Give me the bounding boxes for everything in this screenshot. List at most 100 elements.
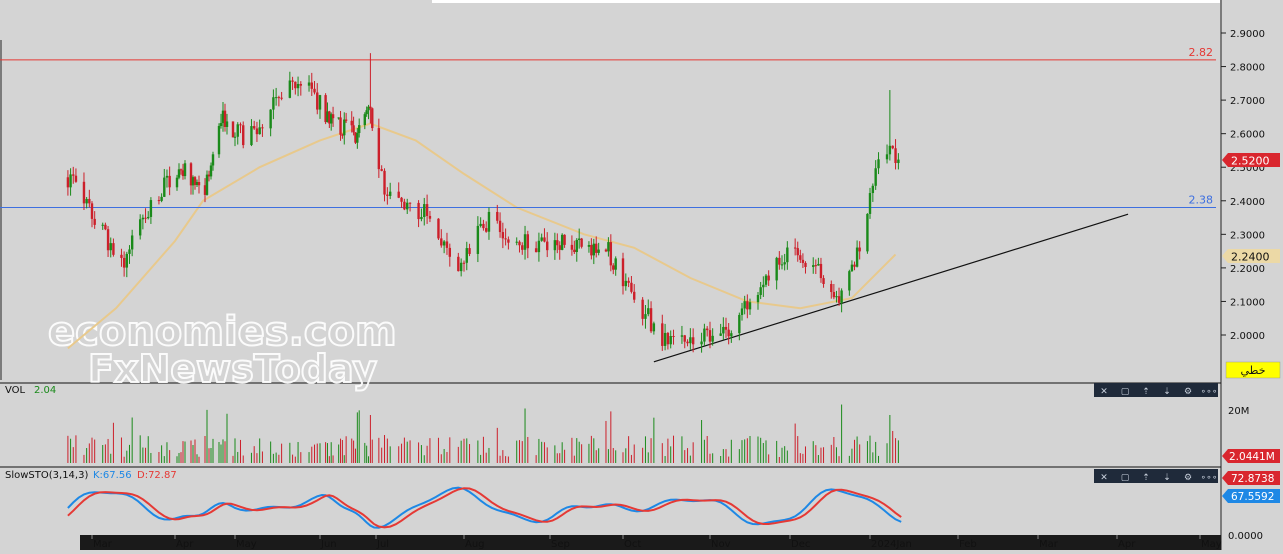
gear-icon[interactable]: ⚙ — [1184, 387, 1192, 397]
candle-body — [128, 249, 131, 254]
gear-icon[interactable]: ⚙ — [1184, 473, 1192, 483]
candle-body — [225, 121, 229, 127]
candle-body — [326, 111, 329, 123]
candle-body — [612, 265, 615, 270]
candle-body — [130, 235, 134, 250]
candle-body — [294, 81, 297, 89]
arrow-down-icon[interactable]: ⇣ — [1163, 473, 1171, 483]
candle-body — [239, 124, 242, 126]
time-tick-label: Sep — [551, 539, 570, 550]
candle-body — [318, 95, 322, 110]
candle-body — [627, 280, 630, 283]
window-icon[interactable]: ▢ — [1121, 387, 1130, 397]
svg-text:72.8738: 72.8738 — [1231, 473, 1274, 485]
candle-body — [397, 191, 400, 198]
candle-body — [708, 330, 712, 342]
candle-body — [209, 165, 213, 177]
candle-body — [291, 80, 294, 82]
candle-body — [299, 83, 303, 86]
volume-layer — [67, 404, 899, 463]
candle-body — [425, 204, 429, 216]
more-icon[interactable]: ∘∘∘ — [1201, 387, 1218, 397]
candle-body — [462, 262, 466, 264]
top-strip — [432, 0, 1220, 3]
candle-body — [496, 211, 499, 221]
candle-body — [748, 302, 752, 310]
sto-d-badge: 72.8738 — [1222, 471, 1280, 485]
candle-body — [85, 198, 88, 204]
candle-body — [313, 88, 316, 93]
candle-body — [177, 169, 181, 178]
candle-body — [686, 341, 689, 344]
candle-body — [743, 301, 746, 309]
arrow-up-icon[interactable]: ⇡ — [1142, 473, 1150, 483]
candle-body — [621, 258, 625, 287]
svg-text:2.2400: 2.2400 — [1231, 251, 1270, 264]
candle-body — [558, 245, 561, 250]
candle-body — [850, 264, 854, 272]
candle-body — [669, 336, 672, 345]
candle-body — [534, 248, 538, 253]
level-label: 2.82 — [1189, 46, 1214, 59]
candle-body — [888, 145, 892, 155]
time-tick-label: Jun — [320, 539, 337, 550]
candle-body — [756, 294, 760, 303]
candle-body — [343, 119, 346, 136]
candle-body — [310, 82, 313, 89]
candle-body — [400, 197, 403, 202]
candle-body — [420, 216, 423, 220]
candle-body — [468, 248, 471, 254]
candle-body — [633, 291, 636, 300]
candle-body — [383, 170, 386, 195]
candle-body — [371, 108, 374, 129]
window-icon[interactable]: ▢ — [1121, 473, 1130, 483]
candle-body — [624, 280, 628, 287]
candle-body — [783, 262, 786, 265]
candle-body — [144, 217, 147, 219]
more-icon[interactable]: ∘∘∘ — [1201, 473, 1218, 483]
arrow-up-icon[interactable]: ⇡ — [1142, 387, 1150, 397]
candle-body — [711, 335, 714, 342]
time-tick-label: Oct — [624, 539, 641, 550]
time-tick-label: Mar — [1039, 539, 1059, 550]
candle-body — [195, 182, 199, 186]
candle-body — [380, 169, 383, 171]
candle-body — [344, 119, 348, 121]
moving-average-line — [67, 122, 897, 350]
candle-body — [296, 83, 300, 89]
candle-body — [211, 154, 215, 166]
price-tick-label: 2.4000 — [1230, 197, 1265, 208]
close-icon[interactable]: ✕ — [1100, 387, 1108, 397]
candle-body — [112, 243, 115, 255]
candle-body — [663, 332, 667, 346]
sto-panel-controls: ✕ ▢ ⇡ ⇣ ⚙ ∘∘∘ — [1094, 469, 1218, 483]
candle-body — [272, 97, 275, 110]
candle-body — [465, 248, 468, 263]
candle-body — [652, 323, 656, 332]
candle-body — [840, 290, 843, 303]
time-tick-label: Feb — [959, 539, 977, 550]
candle-body — [168, 175, 171, 188]
price-tick-label: 2.9000 — [1230, 29, 1265, 40]
candle-body — [437, 218, 440, 239]
arrow-down-icon[interactable]: ⇣ — [1163, 387, 1171, 397]
candle-body — [647, 308, 650, 315]
candle-body — [683, 335, 686, 342]
candle-body — [722, 326, 725, 334]
candle-body — [607, 242, 610, 252]
volume-badge: 2.0441M — [1222, 449, 1280, 463]
candle-body — [700, 341, 703, 345]
candle-body — [445, 241, 449, 248]
candle-body — [179, 169, 183, 171]
candle-body — [350, 120, 353, 126]
close-icon[interactable]: ✕ — [1100, 473, 1108, 483]
candle-body — [649, 308, 653, 332]
candle-body — [388, 191, 392, 196]
candle-body — [457, 256, 460, 272]
candle-body — [817, 263, 820, 266]
candle-body — [814, 265, 818, 267]
sto-d-label: D:72.87 — [137, 470, 177, 481]
line-type-button[interactable]: خطي — [1225, 361, 1281, 379]
candle-body — [724, 326, 728, 330]
